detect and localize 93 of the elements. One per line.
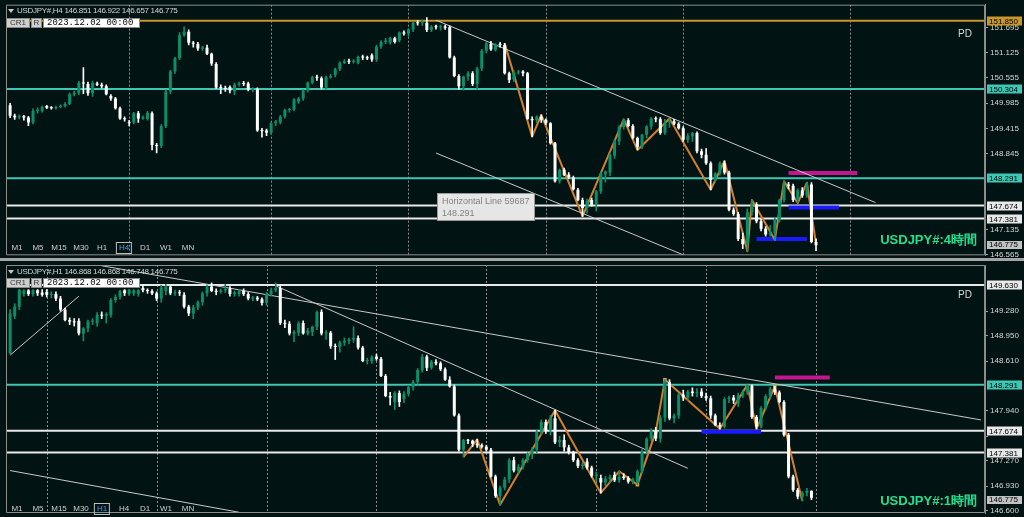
annotation: USDJPY#:4時間 <box>880 232 977 247</box>
candlestick <box>402 30 406 36</box>
text-field: 2023.12.02 00:00 <box>43 278 140 288</box>
candlestick <box>320 76 323 90</box>
candlestick <box>214 288 218 296</box>
annotation: MN <box>181 243 195 253</box>
candlestick <box>315 74 319 81</box>
candlestick <box>127 119 131 127</box>
ref-line-label: 148.291 <box>989 380 1019 390</box>
ref-line-label: 147.381 <box>989 448 1019 458</box>
candlestick <box>361 54 365 60</box>
button: R <box>31 278 42 288</box>
annotation: H4 <box>118 504 130 514</box>
text: 146.775 <box>987 240 1022 250</box>
y-tick-label: 147.940 <box>990 406 1020 416</box>
button: CR1 <box>6 278 30 288</box>
button: CR1 <box>6 18 30 28</box>
y-tick-label: 151.125 <box>990 47 1020 57</box>
button: H1 <box>93 503 111 515</box>
chart-title: USDJPY#,H4 146.851 146.922 146.657 146.775 <box>17 6 178 16</box>
y-tick-label: 146.565 <box>990 249 1020 259</box>
y-tick-label: 147.270 <box>990 456 1020 466</box>
ref-line-label: 147.674 <box>989 426 1019 436</box>
y-tick-label: 148.610 <box>990 356 1020 366</box>
annotation: USDJPY#:1時間 <box>880 493 977 508</box>
text: 146.775 <box>987 494 1022 504</box>
button: H4 <box>115 242 133 254</box>
candlestick <box>407 385 410 397</box>
button: R <box>31 18 42 28</box>
y-tick-label: 149.280 <box>990 306 1020 316</box>
annotation: M5 <box>32 504 44 514</box>
candlestick <box>191 41 195 48</box>
candlestick <box>695 388 699 398</box>
candlestick <box>407 28 410 37</box>
candlestick <box>608 474 612 483</box>
annotation: M1 <box>11 504 23 514</box>
y-tick-label: 149.985 <box>990 98 1020 108</box>
candlestick <box>324 330 328 340</box>
annotation: M1 <box>11 243 23 253</box>
ref-line-label: 148.291 <box>989 173 1019 183</box>
candlestick <box>814 238 818 251</box>
candlestick <box>260 127 264 138</box>
y-tick-label: 150.555 <box>990 73 1020 83</box>
candlestick <box>599 474 603 494</box>
ref-line-label: 147.674 <box>989 201 1019 211</box>
candlestick <box>365 357 369 365</box>
ref-line-label: 150.304 <box>989 84 1019 94</box>
candlestick <box>100 311 104 319</box>
annotation: M30 <box>73 243 89 253</box>
y-tick-label: 149.415 <box>990 123 1020 133</box>
annotation: MN <box>181 504 195 514</box>
candlestick <box>594 471 598 482</box>
annotation: H1 <box>96 243 108 253</box>
annotation: PD <box>958 28 972 40</box>
annotation: M30 <box>73 504 89 514</box>
candlestick <box>219 84 223 95</box>
y-tick-label: 146.600 <box>990 505 1020 515</box>
candlestick <box>581 197 584 217</box>
annotation: M15 <box>51 243 67 253</box>
candlestick <box>58 295 62 312</box>
ref-line-label: 151.850 <box>989 16 1019 26</box>
candlestick <box>347 58 351 64</box>
text-field: 2023.12.02 00:00 <box>43 18 140 28</box>
y-tick-label: 148.950 <box>990 330 1020 340</box>
tooltip: Horizontal Line 59687 148.291 <box>437 193 535 221</box>
annotation: D1 <box>139 243 151 253</box>
candlestick <box>494 474 497 498</box>
candlestick <box>173 289 177 296</box>
candlestick <box>145 111 149 121</box>
annotation: M15 <box>51 504 67 514</box>
candlestick <box>755 202 759 224</box>
annotation: D1 <box>139 504 151 514</box>
y-tick-label: 147.135 <box>990 224 1020 234</box>
candlestick <box>654 116 658 123</box>
annotation: M5 <box>32 243 44 253</box>
candlestick <box>668 379 671 421</box>
y-tick-label: 148.845 <box>990 148 1020 158</box>
candlestick <box>498 42 502 48</box>
candlestick <box>333 343 337 360</box>
annotation: W1 <box>160 243 172 253</box>
ref-line-label: 147.381 <box>989 214 1019 224</box>
annotation: W1 <box>160 504 172 514</box>
candlestick <box>755 415 759 430</box>
ref-line-label: 149.630 <box>989 280 1019 290</box>
candlestick <box>232 82 236 95</box>
candlestick <box>283 319 287 328</box>
y-tick-label: 146.930 <box>990 481 1020 491</box>
candlestick <box>420 19 424 26</box>
candlestick <box>320 309 323 336</box>
candlestick <box>145 288 149 294</box>
annotation: PD <box>958 289 972 301</box>
candlestick <box>388 392 392 406</box>
candlestick <box>494 43 497 52</box>
